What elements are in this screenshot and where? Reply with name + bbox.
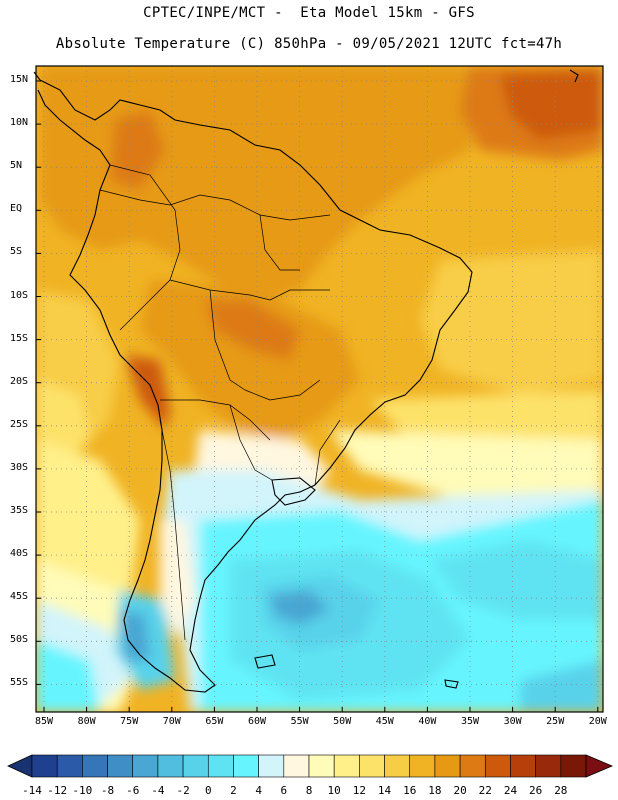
- colorbar-swatch: [535, 754, 562, 778]
- lon-label: 60W: [247, 716, 267, 727]
- lon-label: 30W: [503, 716, 522, 727]
- colorbar-label: 18: [428, 784, 442, 797]
- colorbar-swatch: [157, 754, 184, 778]
- colorbar-swatch: [258, 754, 285, 778]
- colorbar-label: -14: [22, 784, 42, 797]
- colorbar-swatch: [333, 754, 360, 778]
- colorbar: [7, 754, 614, 778]
- lon-label: 70W: [162, 716, 181, 727]
- lat-label: 15S: [10, 332, 29, 344]
- colorbar-label: -12: [47, 784, 68, 797]
- colorbar-label: 4: [255, 784, 262, 797]
- lat-label: 25S: [10, 418, 29, 430]
- colorbar-swatch: [510, 754, 536, 778]
- lon-label: 25W: [546, 716, 565, 727]
- colorbar-swatch: [359, 754, 385, 778]
- colorbar-label: 10: [327, 784, 341, 797]
- colorbar-label: -6: [126, 784, 140, 797]
- colorbar-label: 16: [403, 784, 417, 797]
- lon-label: 65W: [205, 716, 224, 727]
- colorbar-label: 6: [280, 784, 288, 797]
- colorbar-label: -4: [151, 784, 165, 797]
- lat-label: 30S: [10, 461, 29, 473]
- lat-label: 55S: [10, 677, 29, 689]
- lat-label: 50S: [10, 634, 29, 646]
- colorbar-swatch: [283, 754, 310, 778]
- lon-label: 50W: [333, 716, 352, 727]
- lat-label: EQ: [10, 203, 23, 215]
- lat-label: 10N: [10, 117, 29, 129]
- colorbar-label: 2: [230, 784, 237, 797]
- colorbar-label: 12: [352, 784, 366, 797]
- colorbar-label: 0: [204, 784, 212, 797]
- colorbar-swatch: [434, 754, 461, 778]
- colorbar-swatch: [132, 754, 159, 778]
- colorbar-swatch: [409, 754, 436, 778]
- colorbar-swatch: [384, 754, 411, 778]
- country-borders: [99, 164, 341, 641]
- map-frame: [35, 65, 604, 713]
- colorbar-swatch: [560, 754, 587, 778]
- coastline: [33, 69, 579, 693]
- colorbar-right-arrow: [585, 754, 614, 778]
- lat-label: 40S: [10, 548, 29, 560]
- colorbar-label: 20: [453, 784, 467, 797]
- colorbar-swatch: [484, 754, 511, 778]
- colorbar-swatch: [207, 754, 234, 778]
- axis-ticks: [36, 80, 599, 712]
- colorbar-label: 14: [377, 784, 392, 797]
- lat-label: 10S: [10, 289, 29, 301]
- colorbar-label: -10: [72, 784, 93, 797]
- title-line-2: Absolute Temperature (C) 850hPa - 09/05/…: [55, 36, 563, 52]
- lon-label: 35W: [460, 716, 480, 727]
- colorbar-label: -2: [176, 784, 190, 797]
- lon-label: 20W: [588, 716, 607, 727]
- temperature-field: [36, 66, 603, 712]
- colorbar-swatch: [82, 754, 108, 778]
- lon-label: 55W: [290, 716, 309, 727]
- lon-label: 85W: [34, 716, 54, 727]
- colorbar-label: 28: [554, 784, 568, 797]
- lat-label: 35S: [10, 505, 29, 516]
- colorbar-label: 26: [529, 784, 543, 797]
- colorbar-swatch: [107, 754, 134, 778]
- lat-label: 45S: [10, 591, 29, 603]
- colorbar-swatch: [308, 754, 335, 778]
- lon-label: 40W: [418, 716, 437, 727]
- lat-label: 5N: [10, 160, 23, 172]
- colorbar-label: 24: [503, 784, 518, 797]
- lon-label: 80W: [77, 716, 96, 727]
- colorbar-swatch: [459, 754, 486, 778]
- colorbar-label: 22: [478, 784, 492, 797]
- lon-label: 45W: [375, 716, 394, 727]
- lat-label: 15N: [10, 74, 29, 85]
- colorbar-label: -8: [100, 784, 115, 797]
- lon-label: 75W: [120, 716, 139, 727]
- colorbar-label: 8: [305, 784, 313, 797]
- colorbar-swatch: [56, 754, 83, 778]
- title-line-1: CPTEC/INPE/MCT - Eta Model 15km - GFS: [143, 5, 475, 21]
- colorbar-swatch: [233, 754, 259, 778]
- colorbar-swatch: [31, 754, 58, 778]
- lat-label: 20S: [10, 375, 29, 387]
- lat-label: 5S: [10, 246, 23, 258]
- colorbar-swatch: [182, 754, 209, 778]
- colorbar-left-arrow: [7, 754, 33, 778]
